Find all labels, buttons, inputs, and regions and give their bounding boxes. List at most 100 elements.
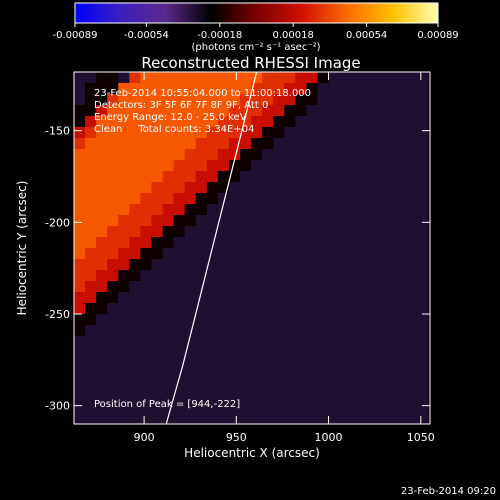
heatmap-cell bbox=[118, 193, 130, 205]
heatmap-cell bbox=[195, 259, 208, 271]
heatmap-cell bbox=[339, 413, 352, 424]
heatmap-cell bbox=[107, 138, 119, 150]
heatmap-cell bbox=[284, 369, 296, 381]
heatmap-cell bbox=[339, 303, 352, 315]
heatmap-cell bbox=[217, 259, 230, 271]
heatmap-cell bbox=[195, 116, 208, 128]
heatmap-cell bbox=[107, 270, 119, 282]
heatmap-cell bbox=[394, 358, 407, 370]
heatmap-cell bbox=[394, 314, 407, 326]
heatmap-cell bbox=[417, 292, 429, 304]
heatmap-cell bbox=[350, 127, 363, 139]
heatmap-cell bbox=[284, 94, 296, 106]
heatmap-cell bbox=[317, 182, 330, 194]
heatmap-cell bbox=[96, 270, 108, 282]
heatmap-cell bbox=[240, 105, 252, 117]
heatmap-cell bbox=[96, 94, 108, 106]
heatmap-cell bbox=[328, 380, 341, 392]
heatmap-cell bbox=[417, 369, 429, 381]
heatmap-cell bbox=[406, 193, 418, 205]
heatmap-cell bbox=[350, 94, 363, 106]
heatmap-cell bbox=[417, 314, 429, 326]
heatmap-cell bbox=[162, 259, 175, 271]
heatmap-cell bbox=[394, 369, 407, 381]
heatmap-cell bbox=[140, 160, 153, 172]
heatmap-cell bbox=[350, 204, 363, 216]
heatmap-cell bbox=[328, 72, 341, 84]
heatmap-cell bbox=[306, 413, 319, 424]
heatmap-cell bbox=[339, 369, 352, 381]
heatmap-cell bbox=[129, 127, 142, 139]
heatmap-cell bbox=[206, 314, 219, 326]
heatmap-cell bbox=[195, 248, 208, 260]
heatmap-cell bbox=[195, 413, 208, 424]
heatmap-cell bbox=[206, 116, 219, 128]
heatmap-cell bbox=[284, 259, 296, 271]
heatmap-cell bbox=[406, 292, 418, 304]
heatmap-cell bbox=[328, 105, 341, 117]
heatmap-cell bbox=[317, 94, 330, 106]
heatmap-cell bbox=[107, 226, 119, 238]
heatmap-cell bbox=[129, 171, 142, 183]
heatmap-cell bbox=[151, 413, 164, 424]
heatmap-cell bbox=[206, 402, 219, 414]
heatmap-cell bbox=[228, 281, 241, 293]
heatmap-cell bbox=[217, 369, 230, 381]
heatmap-cell bbox=[328, 160, 341, 172]
heatmap-cell bbox=[284, 270, 296, 282]
heatmap-cell bbox=[306, 193, 319, 205]
heatmap-cell bbox=[228, 358, 241, 370]
heatmap-cell bbox=[228, 292, 241, 304]
heatmap-cell bbox=[394, 72, 407, 84]
heatmap-cell bbox=[361, 391, 374, 403]
heatmap-cell bbox=[417, 193, 429, 205]
heatmap-cell bbox=[173, 369, 186, 381]
heatmap-cell bbox=[295, 171, 308, 183]
heatmap-cell bbox=[284, 204, 296, 216]
heatmap-cell bbox=[184, 94, 197, 106]
heatmap-cell bbox=[262, 292, 274, 304]
heatmap-cell bbox=[339, 160, 352, 172]
heatmap-cell bbox=[217, 391, 230, 403]
heatmap-cell bbox=[372, 149, 385, 161]
heatmap-cell bbox=[317, 336, 330, 348]
heatmap-cell bbox=[184, 270, 197, 282]
heatmap-cell bbox=[372, 336, 385, 348]
heatmap-cell bbox=[118, 171, 130, 183]
heatmap-cell bbox=[317, 303, 330, 315]
heatmap-cell bbox=[262, 358, 274, 370]
chart-title: Reconstructed RHESSI Image bbox=[141, 54, 360, 72]
heatmap-cell bbox=[295, 237, 308, 249]
heatmap-cell bbox=[151, 138, 164, 150]
heatmap-cell bbox=[383, 160, 396, 172]
heatmap-cell bbox=[394, 303, 407, 315]
heatmap-cell bbox=[107, 413, 119, 424]
heatmap-cell bbox=[240, 369, 252, 381]
heatmap-cell bbox=[350, 380, 363, 392]
heatmap-cell bbox=[251, 380, 263, 392]
heatmap-cell bbox=[372, 116, 385, 128]
heatmap-cell bbox=[195, 281, 208, 293]
heatmap-cell bbox=[295, 292, 308, 304]
heatmap-cell bbox=[317, 105, 330, 117]
heatmap-cell bbox=[206, 358, 219, 370]
heatmap-cell bbox=[317, 83, 330, 95]
heatmap-cell bbox=[262, 336, 274, 348]
heatmap-cell bbox=[228, 380, 241, 392]
heatmap-cell bbox=[372, 94, 385, 106]
heatmap-cell bbox=[173, 171, 186, 183]
heatmap-cell bbox=[350, 336, 363, 348]
heatmap-cell bbox=[151, 248, 164, 260]
heatmap-cell bbox=[417, 237, 429, 249]
heatmap-cell bbox=[372, 259, 385, 271]
heatmap-cell bbox=[383, 292, 396, 304]
x-axis-ticks: 900 950 1000 1050 bbox=[134, 72, 435, 444]
heatmap-cell bbox=[251, 391, 263, 403]
heatmap-cell bbox=[118, 314, 130, 326]
heatmap-cell bbox=[129, 72, 142, 84]
heatmap-cell bbox=[206, 391, 219, 403]
heatmap-cell bbox=[85, 347, 97, 359]
heatmap-cell bbox=[184, 325, 197, 337]
heatmap-cell bbox=[361, 281, 374, 293]
heatmap-cell bbox=[328, 215, 341, 227]
